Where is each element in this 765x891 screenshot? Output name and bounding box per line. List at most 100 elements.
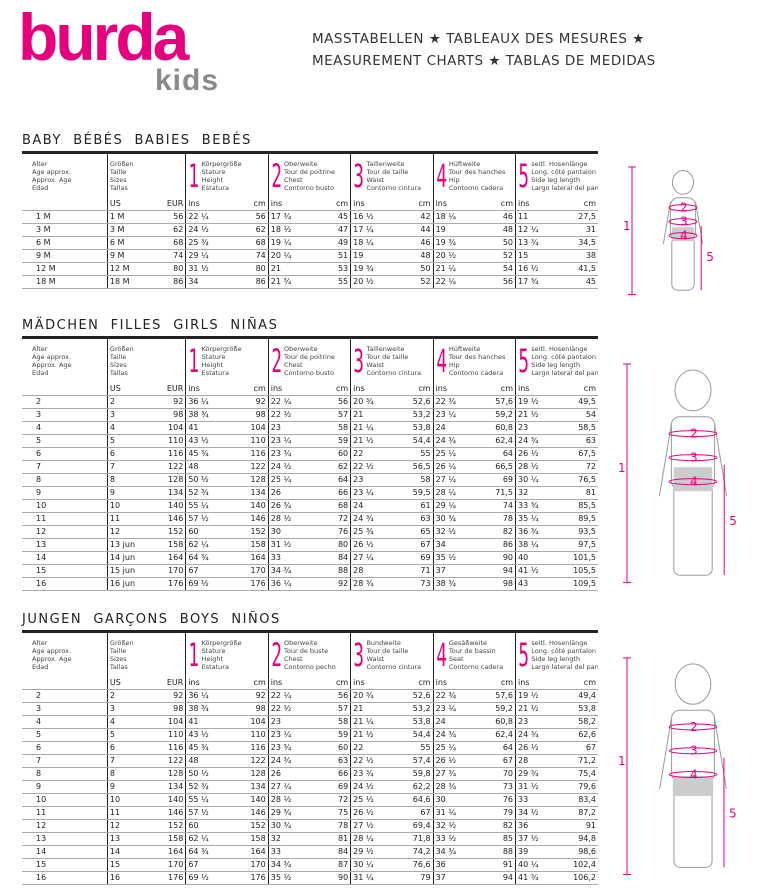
header-row: Alter Age approx. Approx. Age Edad Größen Tai… [22, 633, 598, 677]
data-cell: 58 [309, 421, 351, 435]
figure-label: 4 [680, 229, 688, 243]
section: JUNGEN GARÇONS BOYS NIÑOS Alter Age approx… [22, 612, 598, 885]
data-cell: 122 [227, 460, 269, 474]
figure: 1 234 5 [623, 166, 714, 295]
data-cell: 105,5 [556, 564, 598, 578]
figure-label: 5 [729, 514, 737, 528]
header-title: MASSTABELLEN ★ TABLEAUX DES MESURES ★ [312, 31, 645, 47]
column-number: 1 [188, 636, 200, 674]
data-cell: 45 [309, 210, 351, 224]
data-cell: 63 [391, 512, 434, 526]
data-row: 8 8 128 50 ½ 128 25 ¼ 64 23 58 27 ¼ 69 30 ¼ 76,5 [22, 473, 598, 487]
column-header: 4 Gesäßweite Tour de bassin Seat Contorno ca… [432, 633, 516, 677]
column-label: Sizes [109, 361, 127, 369]
unit-row: US EUR ins cm ins cm ins cm ins cm ins cm [22, 383, 598, 396]
data-cell: 64 [309, 473, 351, 487]
data-cell: 110 [227, 434, 269, 448]
data-cell: 17 ¼ [350, 223, 392, 237]
data-cell: 52 ¾ [185, 486, 228, 500]
column-label: Contorno busto [284, 184, 335, 192]
column-number: 5 [518, 636, 529, 674]
data-cell: 7 [22, 460, 108, 474]
data-cell: 26 ¼ [432, 460, 475, 474]
column-label: seitl. Hosenlänge [531, 345, 588, 353]
size-table: Alter Age approx. Approx. Age Edad Größen Tai… [22, 154, 598, 289]
data-cell: 28 [350, 564, 392, 578]
data-cell: 104 [147, 715, 186, 729]
data-cell: 57 ½ [185, 512, 228, 526]
data-cell: 34 [432, 538, 475, 552]
data-cell: 6 [22, 741, 108, 755]
column-label: Oberweite [284, 639, 318, 647]
data-cell: 62,6 [556, 728, 598, 742]
data-cell: 104 [147, 421, 186, 435]
data-cell: 56 [309, 395, 351, 409]
column-label: Körpergröße [201, 639, 242, 647]
data-cell: 74 [227, 249, 269, 263]
data-cell: 21 ¼ [350, 715, 392, 729]
data-cell: 22 ½ [350, 754, 392, 768]
data-cell: 21 ¾ [267, 275, 310, 289]
data-cell: 25 ¾ [185, 236, 228, 250]
column-group: 4 Hüftweite Tour des hanches Hip Contorno ca… [436, 345, 513, 377]
unit-row: US EUR ins cm ins cm ins cm ins cm ins cm [22, 198, 598, 211]
data-cell: 23 ¾ [267, 447, 310, 461]
data-cell: 80 [227, 262, 269, 276]
column-header: 1 Körpergröße Stature Height Estatura [185, 339, 269, 383]
unit-cell [22, 677, 108, 690]
data-cell: 94 [474, 564, 516, 578]
column-label: Chest [284, 361, 303, 369]
data-cell: 62 [309, 460, 351, 474]
data-cell: 58,5 [556, 421, 598, 435]
data-cell: 12 [106, 819, 148, 833]
data-cell: 170 [227, 564, 269, 578]
column-number: 2 [271, 342, 282, 380]
measure-line [668, 218, 698, 226]
data-cell: 92 [227, 395, 269, 409]
header-title: MEASUREMENT CHARTS ★ TABLAS DE MEDIDAS [312, 53, 656, 69]
data-cell: 32 [514, 486, 557, 500]
column-label: Oberweite [284, 345, 318, 353]
data-cell: 128 [147, 767, 186, 781]
data-cell: 116 [227, 447, 269, 461]
column-label: Waist [366, 361, 385, 369]
column-number: 4 [435, 342, 447, 380]
data-cell: 33 [267, 845, 310, 859]
section-rule [22, 336, 598, 339]
data-cell: 32 [267, 832, 310, 846]
data-cell: 110 [147, 434, 186, 448]
data-cell: 8 [106, 473, 148, 487]
column-label: Long. côté pantalon [531, 168, 596, 176]
data-row: 5 5 110 43 ½ 110 23 ¼ 59 21 ½ 54,4 24 ¾ 62,4 24 ¾ 62… [22, 728, 598, 742]
data-row: 12 M 12 M 80 31 ½ 80 21 53 19 ¾ 50 21 ¼ 54 16 ½ 41,5 [22, 262, 598, 276]
data-cell: 24 ¾ [514, 434, 557, 448]
column-label: Side leg length [531, 361, 581, 369]
data-cell: 31 ½ [267, 538, 310, 552]
column-number: 5 [518, 342, 529, 380]
data-cell: 50 [391, 262, 434, 276]
unit-cell: cm [556, 383, 598, 396]
column-header: 1 Körpergröße Stature Height Estatura [185, 154, 269, 198]
data-cell: 24 ¾ [515, 728, 557, 742]
data-cell: 57 [309, 702, 351, 716]
column-labels: Körpergröße Stature Height Estatura [202, 345, 242, 377]
data-cell: 17 ¾ [514, 275, 557, 289]
data-cell: 19 ¾ [350, 262, 392, 276]
data-cell: 164 [147, 551, 186, 565]
data-cell: 2 [22, 395, 108, 409]
data-cell: 16 jun [106, 577, 148, 591]
data-cell: 15 [22, 564, 108, 578]
data-cell: 116 [147, 741, 186, 755]
unit-cell: cm [474, 198, 516, 211]
column-label: Hüftweite [448, 160, 481, 168]
column-header: 2 Oberweite Tour de poitrine Chest Contorno … [267, 154, 351, 198]
data-cell: 20 ½ [350, 275, 392, 289]
data-cell: 3 [106, 408, 148, 422]
data-cell: 53 [309, 262, 351, 276]
data-cell: 3 [106, 702, 148, 716]
column-group: Größen Taille Sizes Tallas [110, 160, 183, 192]
column-group: 1 Körpergröße Stature Height Estatura [188, 345, 265, 377]
data-cell: 63 [309, 754, 351, 768]
data-row: 15 15 jun 170 67 170 34 ¾ 88 28 71 37 94 41 ½ 105,5 [22, 564, 598, 578]
data-cell: 31 ½ [515, 780, 557, 794]
